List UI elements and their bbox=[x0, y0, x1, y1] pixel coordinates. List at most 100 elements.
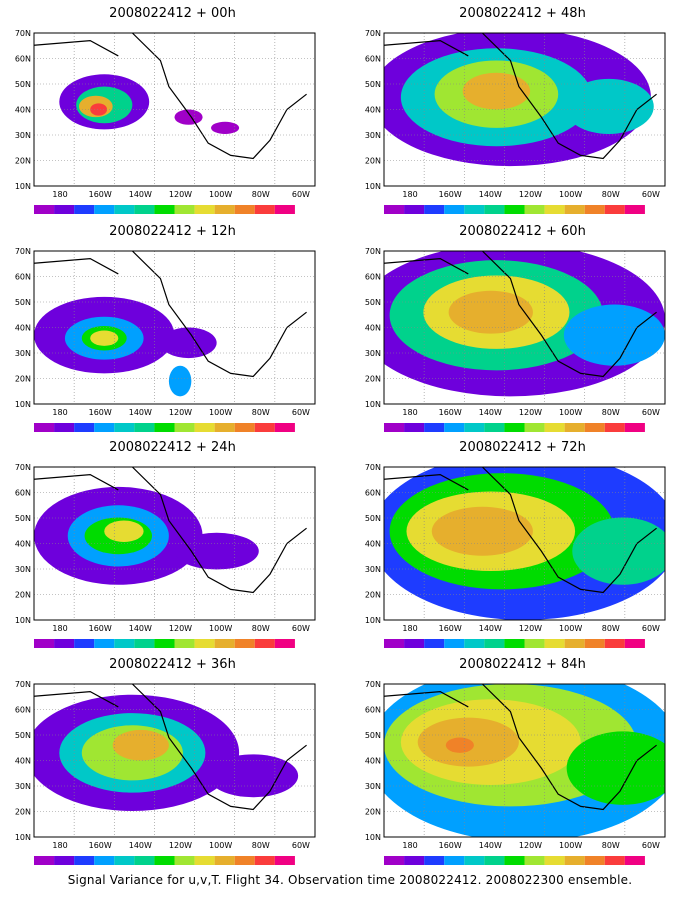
map-panel-24h: 2008022412 + 24h 70N 60N 50N 40N 30N 20N 10N 18… bbox=[0, 434, 345, 650]
lat-tick-label: 10N bbox=[15, 182, 31, 191]
colorbar-swatch bbox=[54, 639, 75, 648]
lon-tick-label: 100W bbox=[209, 190, 232, 199]
map-frame bbox=[33, 683, 316, 838]
colorbar-swatch bbox=[54, 856, 75, 865]
lat-tick-label: 20N bbox=[15, 808, 31, 817]
colorbar-swatch bbox=[34, 639, 55, 648]
colorbar-swatch bbox=[74, 639, 95, 648]
map-panel-60h: 2008022412 + 60h 70N 60N 50N 40N 30N 20N 10N 18… bbox=[350, 218, 695, 434]
variance-contour bbox=[174, 109, 203, 125]
lon-tick-label: 60W bbox=[292, 190, 310, 199]
colorbar-swatch bbox=[424, 639, 445, 648]
lon-tick-label: 60W bbox=[642, 190, 660, 199]
coastline bbox=[131, 467, 307, 594]
colorbar-swatch bbox=[504, 423, 525, 432]
map-frame bbox=[33, 250, 316, 405]
colorbar-swatch bbox=[134, 423, 155, 432]
lon-tick-label: 180 bbox=[402, 408, 417, 417]
variance-field bbox=[384, 33, 665, 186]
lat-tick-label: 70N bbox=[365, 247, 381, 256]
lat-tick-label: 30N bbox=[365, 349, 381, 358]
colorbar-swatch bbox=[154, 856, 175, 865]
lat-tick-label: 40N bbox=[15, 106, 31, 115]
colorbar-swatch bbox=[134, 639, 155, 648]
map-panel-84h: 2008022412 + 84h 70N 60N 50N 40N 30N 20N 10N 18… bbox=[350, 651, 695, 867]
colorbar-swatch bbox=[384, 856, 405, 865]
coastline-aleutian bbox=[34, 40, 119, 57]
panel-title: 2008022412 + 60h bbox=[459, 224, 586, 239]
map-frame bbox=[383, 32, 666, 187]
lon-tick-label: 60W bbox=[642, 624, 660, 633]
coastline-aleutian bbox=[384, 258, 469, 275]
coastline-aleutian bbox=[384, 474, 469, 491]
variance-contour bbox=[174, 532, 259, 570]
lon-tick-label: 140W bbox=[479, 841, 502, 850]
lat-tick-label: 60N bbox=[365, 273, 381, 282]
lon-tick-label: 160W bbox=[439, 624, 462, 633]
coastline-aleutian bbox=[34, 474, 119, 491]
lon-tick-label: 160W bbox=[89, 841, 112, 850]
coastline bbox=[131, 251, 307, 378]
lon-tick-label: 80W bbox=[602, 190, 620, 199]
lat-tick-label: 60N bbox=[365, 489, 381, 498]
lon-tick-label: 160W bbox=[89, 190, 112, 199]
lat-tick-label: 70N bbox=[365, 680, 381, 689]
colorbar-swatch bbox=[234, 205, 255, 214]
lat-tick-label: 50N bbox=[15, 80, 31, 89]
colorbar-swatch bbox=[624, 639, 645, 648]
colorbar-swatch bbox=[274, 423, 295, 432]
lat-tick-label: 50N bbox=[365, 514, 381, 523]
map-panel-72h: 2008022412 + 72h 70N 60N 50N 40N 30N 20N 10N 18… bbox=[350, 434, 695, 650]
colorbar-swatch bbox=[234, 639, 255, 648]
lon-tick-label: 140W bbox=[129, 841, 152, 850]
colorbar-swatch bbox=[274, 639, 295, 648]
lon-tick-label: 120W bbox=[169, 624, 192, 633]
colorbar-swatch bbox=[484, 423, 505, 432]
colorbar-swatch bbox=[444, 205, 465, 214]
colorbar-swatch bbox=[444, 856, 465, 865]
colorbar-swatch bbox=[484, 205, 505, 214]
lat-tick-label: 70N bbox=[365, 463, 381, 472]
colorbar-swatch bbox=[274, 856, 295, 865]
lat-tick-label: 30N bbox=[365, 131, 381, 140]
variance-contour bbox=[211, 121, 240, 134]
colorbar-swatch bbox=[584, 856, 605, 865]
colorbar-swatch bbox=[584, 423, 605, 432]
lat-tick-label: 50N bbox=[365, 298, 381, 307]
lon-tick-label: 140W bbox=[479, 190, 502, 199]
lon-tick-label: 160W bbox=[89, 408, 112, 417]
lon-tick-label: 180 bbox=[52, 408, 67, 417]
lat-tick-label: 30N bbox=[365, 565, 381, 574]
colorbar-swatch bbox=[154, 639, 175, 648]
colorbar-swatch bbox=[604, 639, 625, 648]
colorbar-swatch bbox=[94, 639, 115, 648]
colorbar-swatch bbox=[114, 856, 135, 865]
colorbar-swatch bbox=[234, 856, 255, 865]
panel-title: 2008022412 + 84h bbox=[459, 657, 586, 672]
lat-tick-label: 20N bbox=[365, 375, 381, 384]
variance-field bbox=[384, 251, 665, 404]
lat-tick-label: 70N bbox=[365, 29, 381, 38]
lat-tick-label: 50N bbox=[365, 80, 381, 89]
lon-tick-label: 140W bbox=[479, 624, 502, 633]
lat-tick-label: 20N bbox=[15, 157, 31, 166]
lat-tick-label: 40N bbox=[15, 757, 31, 766]
variance-contour bbox=[160, 327, 217, 359]
lat-tick-label: 70N bbox=[15, 680, 31, 689]
lon-tick-label: 100W bbox=[559, 408, 582, 417]
colorbar-swatch bbox=[624, 423, 645, 432]
lon-tick-label: 100W bbox=[559, 624, 582, 633]
colorbar-swatch bbox=[624, 856, 645, 865]
colorbar-swatch bbox=[74, 205, 95, 214]
colorbar-swatch bbox=[194, 205, 215, 214]
colorbar-swatch bbox=[544, 856, 565, 865]
panel-title: 2008022412 + 48h bbox=[459, 6, 586, 21]
colorbar-swatch bbox=[384, 423, 405, 432]
colorbar-swatch bbox=[424, 423, 445, 432]
colorbar-swatch bbox=[154, 423, 175, 432]
map-plot: 70N 60N 50N 40N 30N 20N 10N 180 160W 140W 120W 100W… bbox=[15, 247, 316, 432]
colorbar-swatch bbox=[94, 856, 115, 865]
lon-tick-label: 160W bbox=[439, 190, 462, 199]
colorbar-swatch bbox=[34, 423, 55, 432]
panel-title: 2008022412 + 24h bbox=[109, 440, 236, 455]
